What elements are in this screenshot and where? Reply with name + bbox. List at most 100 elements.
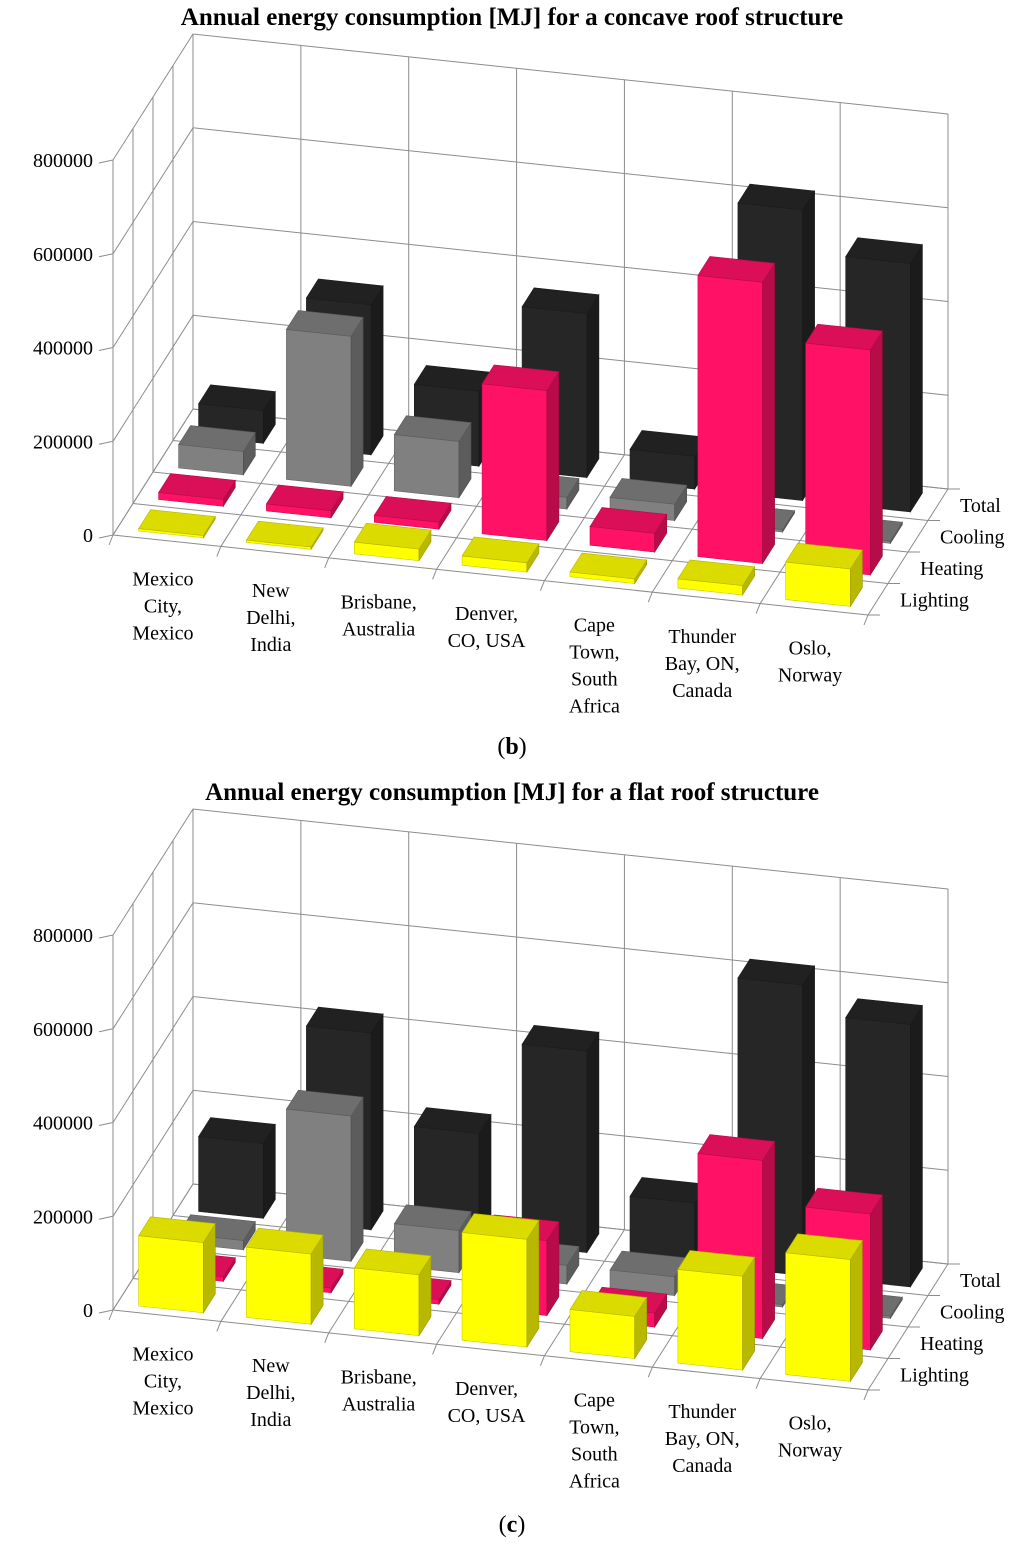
bar-side-face: [586, 1031, 600, 1254]
bar-top-face: [805, 1187, 883, 1215]
bar-top-face: [697, 256, 776, 283]
bar-side-face: [762, 262, 775, 565]
x-tick-mark: [108, 534, 114, 546]
bar-lighting: [353, 1248, 432, 1337]
bar-top-face: [737, 958, 816, 986]
bar-lighting: [461, 536, 540, 574]
x-tick-label: Oslo, Norway: [778, 637, 842, 686]
bar-top-face: [285, 1089, 364, 1117]
y-tick-mark: [98, 253, 114, 258]
gridline: [112, 33, 949, 161]
x-tick-mark: [432, 1344, 438, 1355]
series-label: Total: [960, 1270, 1001, 1292]
x-tick-mark: [324, 1332, 330, 1344]
bars: [138, 958, 923, 1383]
bar-top-face: [569, 552, 648, 580]
bar-top-face: [158, 473, 236, 500]
floor-line: [112, 534, 869, 616]
bar-heating: [158, 473, 236, 508]
y-tick-label: 200000: [33, 431, 93, 453]
bar-top-face: [178, 425, 256, 452]
y-tick-label: 600000: [33, 244, 93, 266]
bars: [138, 183, 923, 608]
caption-letter: c: [506, 1512, 518, 1538]
bar-top-face: [353, 1248, 432, 1276]
x-tick-label: Cape Town, South Africa: [569, 1389, 620, 1492]
bar-top-face: [305, 278, 384, 306]
bar-side-face: [350, 316, 364, 488]
bar-top-face: [198, 384, 276, 411]
bar-top-face: [845, 237, 923, 264]
bar-lighting: [353, 522, 432, 562]
x-tick-label: Denver, CO, USA: [448, 603, 526, 652]
bar-side-face: [910, 1004, 923, 1288]
bar-front-face: [138, 1235, 204, 1314]
bar-front-face: [461, 1232, 528, 1348]
y-tick-label: 600000: [33, 1019, 93, 1041]
bar-top-face: [245, 520, 324, 548]
series-label: Cooling: [940, 526, 1004, 548]
y-tick-label: 0: [83, 525, 93, 547]
series-label: Lighting: [900, 589, 969, 611]
bar-top-face: [265, 484, 344, 512]
bar-top-face: [138, 1216, 216, 1243]
bar-front-face: [481, 383, 548, 541]
caption-close: ): [517, 1512, 526, 1538]
bar-cooling: [609, 1250, 688, 1297]
y-tick-label: 200000: [33, 1206, 93, 1228]
series-label: Cooling: [940, 1301, 1004, 1323]
y-tick-label: 0: [83, 1300, 93, 1322]
y-tick-mark: [98, 1309, 114, 1314]
bar-top-face: [461, 536, 540, 564]
bar-side-face: [870, 1194, 883, 1351]
bar-top-face: [737, 183, 816, 211]
bar-lighting: [138, 1216, 216, 1314]
bar-top-face: [521, 1024, 600, 1052]
y-tick-mark: [98, 534, 114, 539]
bar-top-face: [677, 559, 756, 586]
gridline: [112, 902, 949, 1030]
x-tick-mark: [863, 614, 869, 626]
bar-front-face: [393, 434, 460, 499]
x-tick-label: Thunder Bay, ON, Canada: [665, 1401, 740, 1477]
bar-side-face: [526, 1219, 540, 1349]
floor-line: [112, 1309, 869, 1391]
series-label: Lighting: [900, 1364, 969, 1386]
bar-side-face: [370, 284, 384, 456]
y-tick-label: 400000: [33, 1113, 93, 1135]
bar-side-face: [350, 1096, 364, 1263]
bar-heating: [589, 507, 668, 554]
bar-side-face: [850, 1239, 863, 1383]
x-tick-mark: [863, 1389, 869, 1401]
chart-title: Annual energy consumption [MJ] for a fla…: [205, 779, 819, 806]
bar-top-face: [845, 998, 923, 1025]
x-tick-mark: [216, 546, 222, 557]
x-tick-mark: [324, 557, 330, 569]
bar-heating: [805, 323, 883, 576]
x-tick-label: New Delhi, India: [246, 1355, 295, 1431]
gridline: [112, 127, 949, 255]
chart-3d-bars: 0 200000 400000 600000 800000 Mexico City, Mexi…: [33, 808, 1004, 1492]
x-tick-mark: [432, 569, 438, 580]
y-tick-label: 400000: [33, 338, 93, 360]
bar-side-face: [546, 370, 560, 542]
bar-top-face: [697, 1134, 776, 1161]
bar-top-face: [305, 1006, 384, 1034]
y-tick-mark: [98, 1122, 114, 1126]
x-tick-mark: [755, 1378, 761, 1389]
bar-lighting: [785, 542, 863, 608]
bar-lighting: [677, 1250, 756, 1372]
bar-cooling: [285, 310, 364, 488]
figure-caption: (b): [0, 734, 1024, 761]
bar-top-face: [805, 323, 883, 351]
bar-total: [198, 1117, 276, 1220]
x-tick-mark: [539, 1355, 545, 1366]
y-tick-label: 800000: [33, 925, 93, 947]
bar-top-face: [245, 1227, 324, 1255]
bar-lighting: [677, 559, 756, 597]
bar-front-face: [697, 275, 763, 564]
chart-3d-bars: 0 200000 400000 600000 800000 Mexico City, Mexi…: [33, 33, 1004, 717]
series-label: Heating: [920, 1333, 983, 1355]
bar-front-face: [198, 1136, 264, 1219]
bar-top-face: [677, 1250, 756, 1277]
